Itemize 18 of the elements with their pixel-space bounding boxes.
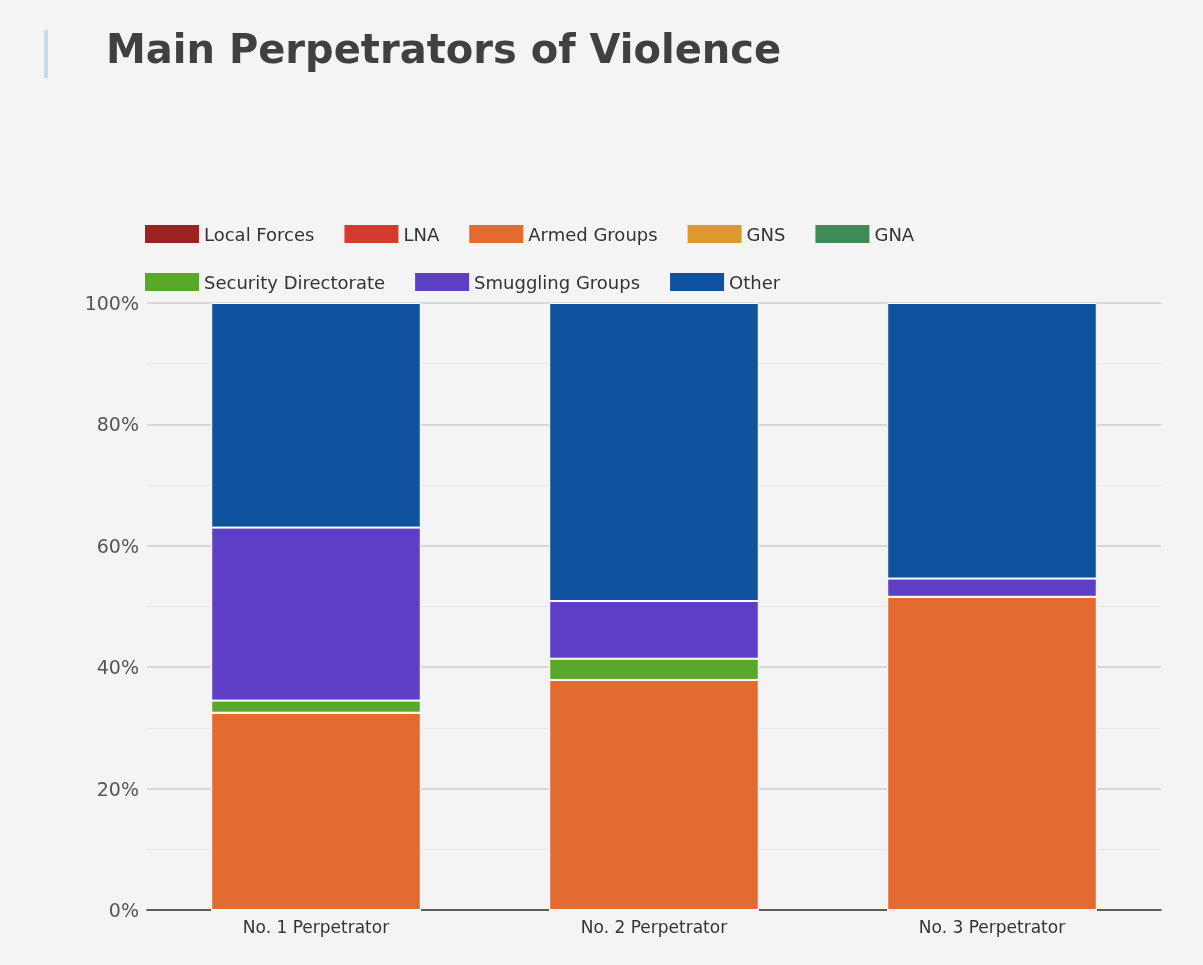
chart-title: Main Perpetrators of Violence [106,26,782,72]
legend-label: Other [729,271,781,293]
y-tick-label: 80% [96,413,139,436]
y-tick-label: 100% [84,292,139,314]
legend-label: Smuggling Groups [474,271,641,293]
x-tick-label: No. 3 Perpetrator [918,916,1066,937]
legend-label: Armed Groups [528,223,658,245]
y-tick-label: 60% [96,534,139,557]
x-tick-label: No. 1 Perpetrator [242,916,390,937]
legend-label: LNA [403,223,440,245]
y-tick-label: 20% [96,777,139,800]
y-tick-label: 0% [108,899,139,921]
legend-label: Local Forces [204,223,315,245]
y-tick-label: 40% [96,656,139,679]
legend-label: Security Directorate [204,271,386,293]
legend-label: GNS [746,223,786,245]
legend-label: GNA [874,223,915,245]
x-tick-label: No. 2 Perpetrator [580,916,728,937]
